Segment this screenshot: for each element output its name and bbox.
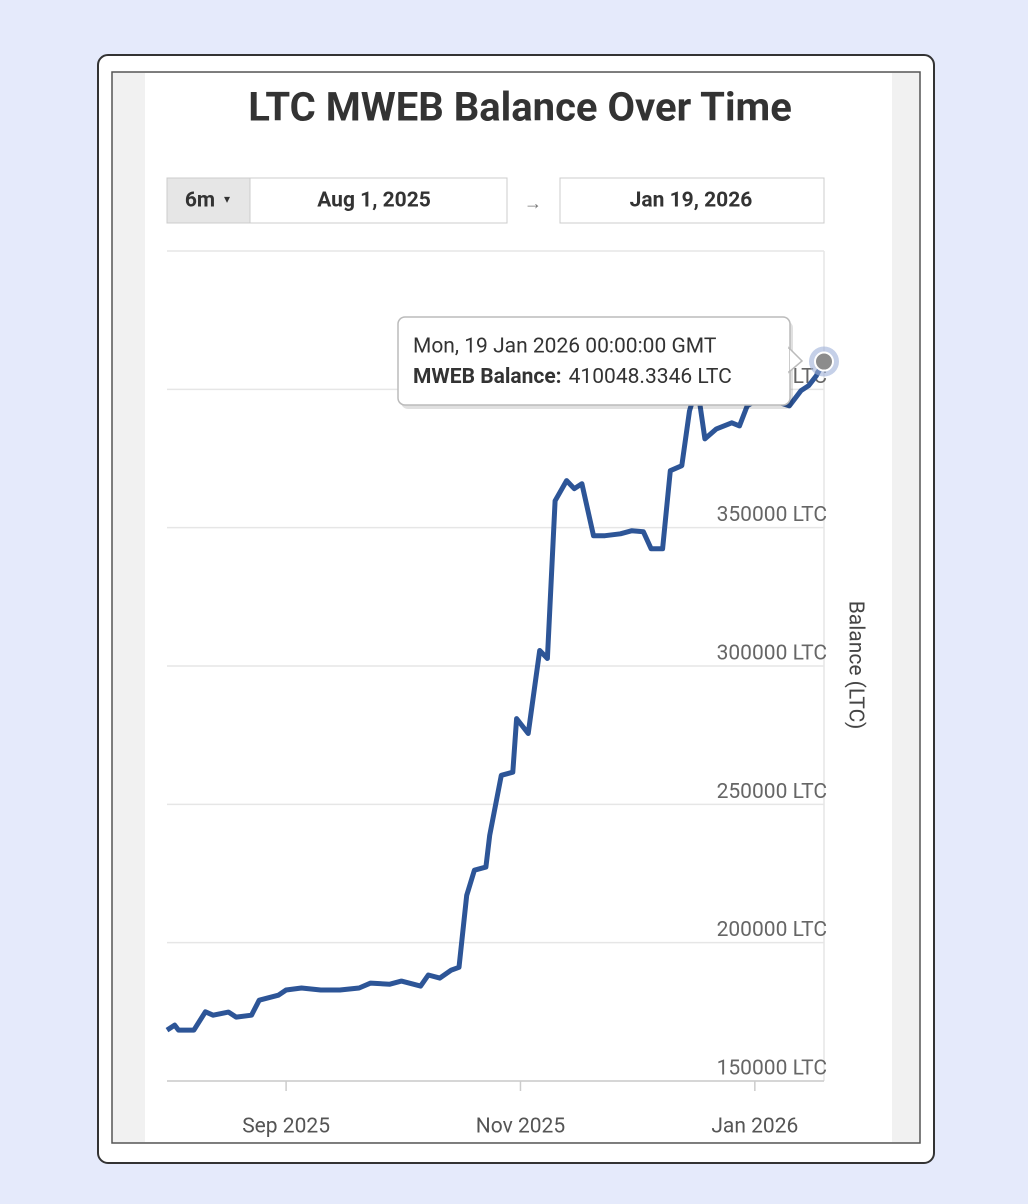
range-caret: ▾ (224, 192, 230, 206)
y-tick-label: 300000 LTC (717, 642, 827, 666)
content (145, 73, 892, 1142)
y-tick-label: 350000 LTC (717, 503, 827, 527)
range-button[interactable] (166, 177, 251, 224)
line-series (165, 360, 827, 1033)
start-date: Aug 1, 2025 (317, 189, 431, 213)
date-arrow: → (524, 193, 542, 214)
tooltip-series-name: MWEB Balance: (413, 365, 562, 389)
y-tick-label: 150000 LTC (717, 1057, 827, 1081)
tooltip-box (397, 316, 791, 406)
end-date-input[interactable] (559, 177, 825, 224)
x-tick-label: Nov 2025 (476, 1115, 565, 1139)
y-tick-label: 250000 LTC (717, 780, 827, 804)
x-tick-label: Jan 2026 (711, 1115, 798, 1139)
end-date: Jan 19, 2026 (630, 189, 753, 213)
tooltip-title: Mon, 19 Jan 2026 00:00:00 GMT (413, 335, 717, 359)
tooltip: Mon, 19 Jan 2026 00:00:00 GMT MWEB Balanc… (397, 316, 804, 409)
plot: 150000 LTC 200000 LTC 250000 LTC 300000 LTC… (165, 316, 839, 1139)
x-tick-label: Sep 2025 (242, 1115, 330, 1139)
range-button-label: 6m (185, 189, 215, 213)
y-tick-label: 200000 LTC (717, 918, 827, 942)
tooltip-line: MWEB Balance: 410048.3346 LTC (413, 365, 732, 389)
chart-title: LTC MWEB Balance Over Time (248, 84, 792, 131)
y-axis-title: Balance (LTC) (843, 601, 867, 730)
hover-point (814, 351, 834, 372)
start-date-input[interactable] (249, 177, 508, 224)
tooltip-pointer-cover (786, 349, 789, 371)
tooltip-value: 410048.3346 LTC (569, 365, 732, 389)
